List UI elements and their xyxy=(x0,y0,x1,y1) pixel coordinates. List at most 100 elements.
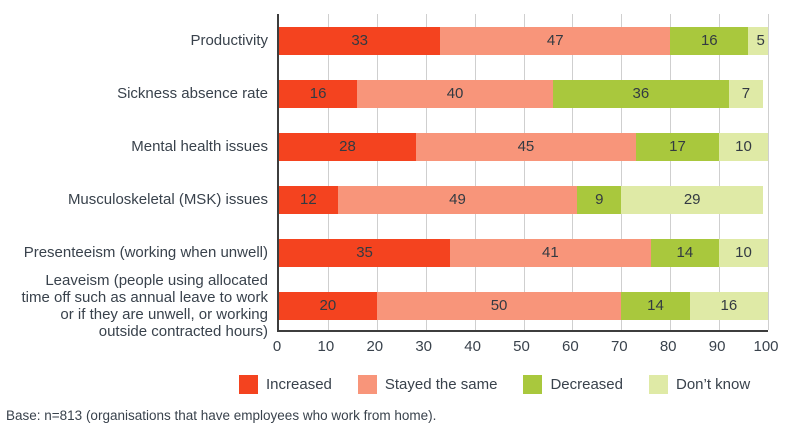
gridline xyxy=(621,14,623,330)
bar-value-label: 16 xyxy=(309,85,327,102)
category-label: Sickness absence rate xyxy=(117,85,268,102)
bar-segment: 5 xyxy=(748,26,768,55)
bar-segment: 14 xyxy=(650,238,720,267)
gridline xyxy=(474,14,476,330)
bar-segment: 33 xyxy=(279,26,441,55)
bar-value-label: 50 xyxy=(490,297,508,314)
bar-segment: 35 xyxy=(279,238,451,267)
bar-segment: 9 xyxy=(577,185,622,214)
bar-segment: 47 xyxy=(440,26,671,55)
legend-label: Stayed the same xyxy=(384,375,498,393)
bar-value-label: 14 xyxy=(676,244,694,261)
bar-segment: 17 xyxy=(635,132,720,161)
bar-segment: 10 xyxy=(719,132,768,161)
x-tick-label: 20 xyxy=(366,338,384,355)
plot-area xyxy=(277,14,769,332)
gridline xyxy=(425,14,427,330)
category-label: Productivity xyxy=(190,32,268,49)
bar-value-label: 10 xyxy=(735,244,752,261)
bar-segment: 20 xyxy=(279,291,377,320)
legend-item: Don’t know xyxy=(649,374,751,394)
chart-legend: Increased Stayed the same Decreased Don’t k… xyxy=(0,374,786,394)
gridline xyxy=(768,14,769,330)
legend-item: Decreased xyxy=(523,374,623,394)
bar-value-label: 10 xyxy=(735,138,752,155)
bar-segment: 36 xyxy=(552,79,729,108)
category-label: Musculoskeletal (MSK) issues xyxy=(67,191,268,208)
bar-value-label: 7 xyxy=(741,85,751,102)
bar-segment: 7 xyxy=(728,79,764,108)
gridline xyxy=(719,14,721,330)
legend-swatch xyxy=(523,374,543,394)
x-tick-label: 50 xyxy=(513,338,530,355)
chart-row: Musculoskeletal (MSK) issues 12 49 9 29 xyxy=(0,173,768,226)
gridline xyxy=(670,14,672,330)
bar-value-label: 28 xyxy=(339,138,356,155)
x-tick-label: 0 xyxy=(272,338,282,355)
legend-swatch xyxy=(239,374,258,394)
stacked-bar: 16 40 36 7 xyxy=(279,79,768,108)
chart-row: Leaveism (people using allocated time of… xyxy=(0,272,768,340)
bar-value-label: 12 xyxy=(299,191,317,208)
bar-value-label: 14 xyxy=(647,297,664,314)
stacked-bar: 33 47 16 5 xyxy=(279,26,768,55)
bar-value-label: 45 xyxy=(517,138,535,155)
legend-item: Increased xyxy=(239,374,332,394)
bar-segment: 12 xyxy=(279,185,338,214)
stacked-bar: 28 45 17 10 xyxy=(279,132,768,161)
legend-label: Don’t know xyxy=(676,375,751,393)
bar-segment: 28 xyxy=(279,132,416,161)
chart-row: Sickness absence rate 16 40 36 7 xyxy=(0,67,768,120)
bar-value-label: 36 xyxy=(632,85,650,102)
x-tick-label: 10 xyxy=(317,338,335,355)
category-label: Presenteeism (working when unwell) xyxy=(23,244,268,261)
bar-segment: 16 xyxy=(670,26,749,55)
bar-segment: 16 xyxy=(279,79,358,108)
bar-segment: 49 xyxy=(337,185,578,214)
gridline xyxy=(523,14,525,330)
legend-label: Decreased xyxy=(550,375,623,393)
chart-row: Presenteeism (working when unwell) 35 41 14… xyxy=(0,226,768,279)
x-axis: 0 10 20 30 40 50 60 70 80 90 100 xyxy=(273,338,779,358)
bar-segment: 40 xyxy=(357,79,553,108)
stacked-bar: 35 41 14 10 xyxy=(279,238,768,267)
gridline xyxy=(572,14,574,330)
gridline xyxy=(376,14,378,330)
x-tick-label: 60 xyxy=(562,338,579,355)
bar-value-label: 47 xyxy=(546,32,564,49)
legend-swatch xyxy=(649,374,668,394)
x-tick-label: 100 xyxy=(753,338,779,355)
bar-value-label: 40 xyxy=(446,85,464,102)
bar-value-label: 20 xyxy=(319,297,337,314)
category-label: Leaveism (people using allocated time of… xyxy=(21,271,268,340)
chart-row: Productivity 33 47 16 5 xyxy=(0,14,768,67)
bar-value-label: 17 xyxy=(669,138,686,155)
category-label: Mental health issues xyxy=(131,138,268,155)
chart-rows: Productivity 33 47 16 5 Sickness absence rate… xyxy=(0,14,768,340)
x-tick-label: 40 xyxy=(464,338,481,355)
x-tick-label: 70 xyxy=(610,338,628,355)
bar-value-label: 41 xyxy=(542,244,559,261)
bar-segment: 14 xyxy=(621,291,690,320)
base-note: Base: n=813 (organisations that have emp… xyxy=(6,408,437,423)
bar-value-label: 35 xyxy=(356,244,373,261)
x-tick-label: 80 xyxy=(659,338,677,355)
legend-label: Increased xyxy=(266,375,332,393)
stacked-bar: 12 49 9 29 xyxy=(279,185,768,214)
bar-value-label: 16 xyxy=(700,32,718,49)
bar-segment: 10 xyxy=(719,238,768,267)
bar-segment: 45 xyxy=(415,132,636,161)
bar-value-label: 49 xyxy=(449,191,466,208)
stacked-bar-chart: Productivity 33 47 16 5 Sickness absence rate… xyxy=(0,14,779,358)
legend-item: Stayed the same xyxy=(357,374,498,394)
gridline xyxy=(327,14,329,330)
bar-value-label: 33 xyxy=(351,32,369,49)
bar-value-label: 16 xyxy=(720,297,738,314)
bar-value-label: 9 xyxy=(595,191,604,208)
chart-row: Mental health issues 28 45 17 10 xyxy=(0,120,768,173)
x-tick-label: 30 xyxy=(415,338,433,355)
bar-value-label: 5 xyxy=(756,32,765,49)
stacked-bar: 20 50 14 16 xyxy=(279,291,768,320)
bar-segment: 16 xyxy=(689,291,768,320)
